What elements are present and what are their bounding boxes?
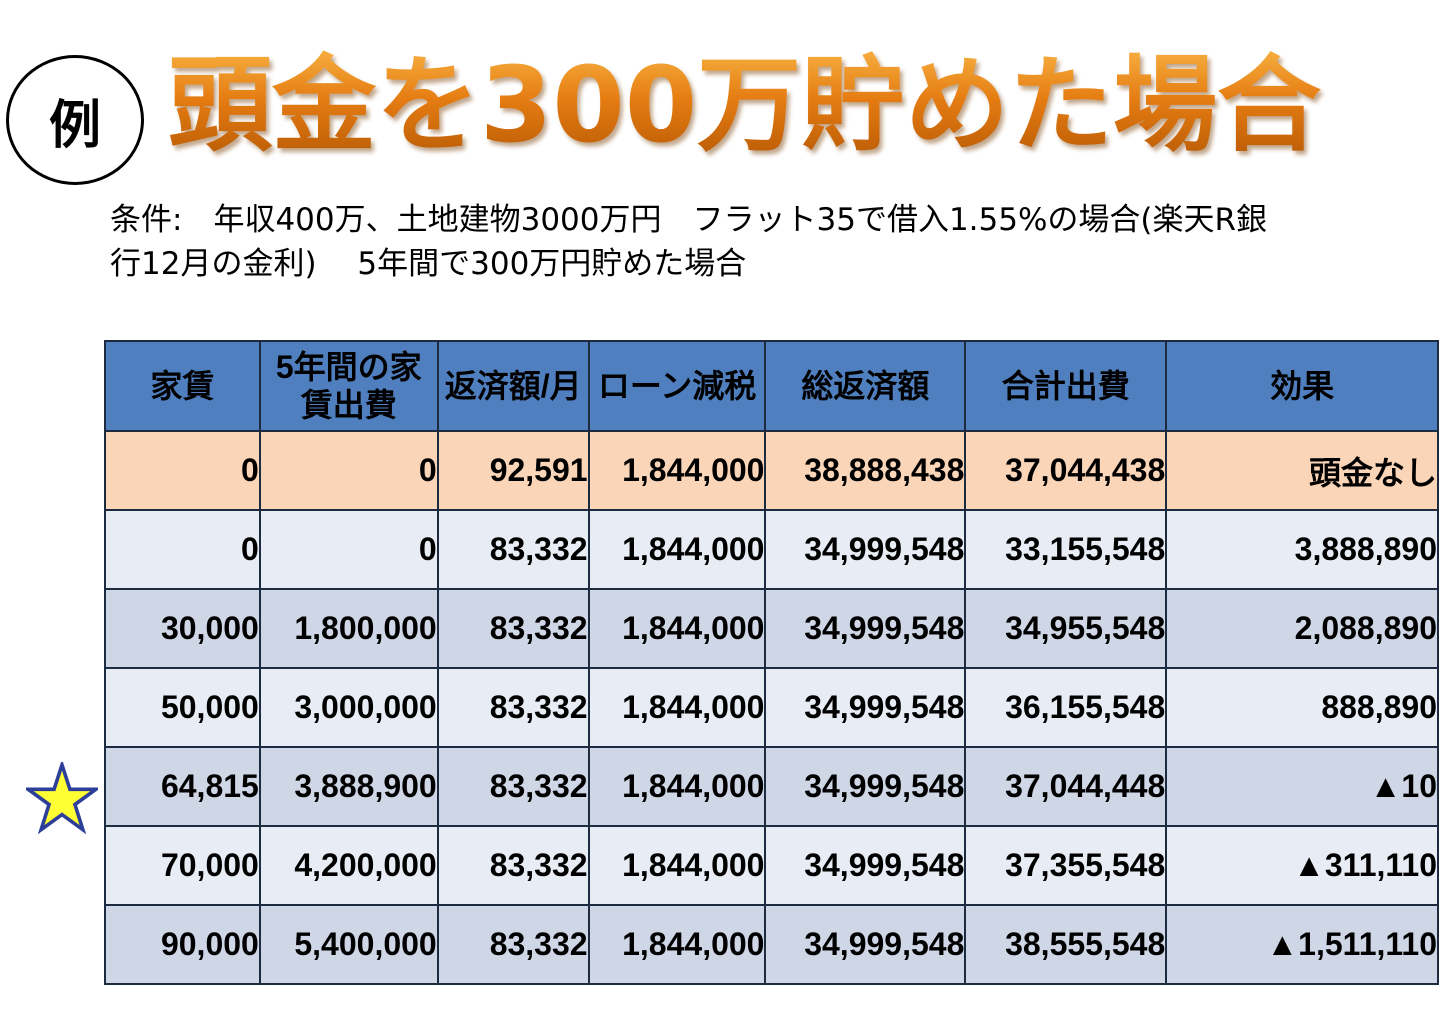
comparison-table: 家賃 5年間の家賃出費 返済額/月 ローン減税 総返済額 合計出費 効果 0 0… [104, 340, 1439, 985]
cell-total-expense: 37,044,448 [964, 746, 1168, 827]
cell-five-year-rent: 0 [258, 509, 439, 590]
cell-five-year-rent: 1,800,000 [258, 588, 439, 669]
cell-loan-tax-reduction: 1,844,000 [587, 509, 767, 590]
star-icon [26, 762, 98, 834]
cell-five-year-rent: 3,000,000 [258, 667, 439, 748]
conditions-line-1: 条件: 年収400万、土地建物3000万円 フラット35で借入1.55%の場合(… [110, 202, 1268, 238]
cell-rent: 90,000 [104, 904, 261, 985]
cell-loan-tax-reduction: 1,844,000 [587, 588, 767, 669]
conditions-text: 条件: 年収400万、土地建物3000万円 フラット35で借入1.55%の場合(… [110, 198, 1410, 286]
cell-effect: 888,890 [1165, 667, 1439, 748]
cell-monthly-payment: 83,332 [436, 667, 590, 748]
cell-effect: ▲1,511,110 [1165, 904, 1439, 985]
cell-five-year-rent: 0 [258, 430, 439, 511]
header-monthly-payment: 返済額/月 [436, 340, 590, 432]
cell-total-expense: 34,955,548 [964, 588, 1168, 669]
cell-total-expense: 36,155,548 [964, 667, 1168, 748]
cell-total-expense: 38,555,548 [964, 904, 1168, 985]
cell-total-expense: 37,355,548 [964, 825, 1168, 906]
cell-monthly-payment: 83,332 [436, 904, 590, 985]
table-header-row: 家賃 5年間の家賃出費 返済額/月 ローン減税 総返済額 合計出費 効果 [104, 340, 1439, 432]
cell-loan-tax-reduction: 1,844,000 [587, 825, 767, 906]
page-title: 頭金を300万貯めた場合 [168, 44, 1322, 166]
table-row: 90,000 5,400,000 83,332 1,844,000 34,999… [104, 904, 1439, 985]
cell-monthly-payment: 83,332 [436, 509, 590, 590]
table-row: 0 0 83,332 1,844,000 34,999,548 33,155,5… [104, 509, 1439, 590]
cell-monthly-payment: 83,332 [436, 825, 590, 906]
cell-rent: 50,000 [104, 667, 261, 748]
cell-total-repayment: 34,999,548 [764, 667, 967, 748]
cell-monthly-payment: 83,332 [436, 746, 590, 827]
cell-five-year-rent: 4,200,000 [258, 825, 439, 906]
table-row: 64,815 3,888,900 83,332 1,844,000 34,999… [104, 746, 1439, 827]
header-five-year-rent: 5年間の家賃出費 [258, 340, 439, 432]
cell-total-repayment: 34,999,548 [764, 746, 967, 827]
cell-monthly-payment: 83,332 [436, 588, 590, 669]
header-total-expense: 合計出費 [964, 340, 1168, 432]
cell-total-repayment: 34,999,548 [764, 825, 967, 906]
cell-five-year-rent: 5,400,000 [258, 904, 439, 985]
cell-loan-tax-reduction: 1,844,000 [587, 430, 767, 511]
cell-total-repayment: 34,999,548 [764, 509, 967, 590]
example-badge: 例 [6, 55, 144, 185]
cell-loan-tax-reduction: 1,844,000 [587, 746, 767, 827]
example-badge-label: 例 [48, 95, 101, 156]
cell-monthly-payment: 92,591 [436, 430, 590, 511]
cell-rent: 70,000 [104, 825, 261, 906]
cell-total-expense: 37,044,438 [964, 430, 1168, 511]
table-row: 50,000 3,000,000 83,332 1,844,000 34,999… [104, 667, 1439, 748]
header-total-repayment: 総返済額 [764, 340, 967, 432]
cell-total-expense: 33,155,548 [964, 509, 1168, 590]
table-row: 30,000 1,800,000 83,332 1,844,000 34,999… [104, 588, 1439, 669]
cell-rent: 30,000 [104, 588, 261, 669]
header-loan-tax-reduction: ローン減税 [587, 340, 767, 432]
cell-loan-tax-reduction: 1,844,000 [587, 904, 767, 985]
cell-total-repayment: 38,888,438 [764, 430, 967, 511]
cell-loan-tax-reduction: 1,844,000 [587, 667, 767, 748]
cell-effect: ▲10 [1165, 746, 1439, 827]
cell-effect: 頭金なし [1165, 430, 1439, 511]
cell-effect: ▲311,110 [1165, 825, 1439, 906]
table-row: 70,000 4,200,000 83,332 1,844,000 34,999… [104, 825, 1439, 906]
cell-effect: 2,088,890 [1165, 588, 1439, 669]
cell-rent: 0 [104, 430, 261, 511]
cell-rent: 64,815 [104, 746, 261, 827]
cell-total-repayment: 34,999,548 [764, 588, 967, 669]
cell-rent: 0 [104, 509, 261, 590]
cell-total-repayment: 34,999,548 [764, 904, 967, 985]
cell-five-year-rent: 3,888,900 [258, 746, 439, 827]
conditions-line-2: 行12月の金利) 5年間で300万円貯めた場合 [110, 246, 747, 282]
table-row: 0 0 92,591 1,844,000 38,888,438 37,044,4… [104, 430, 1439, 511]
header-rent: 家賃 [104, 340, 261, 432]
cell-effect: 3,888,890 [1165, 509, 1439, 590]
header-effect: 効果 [1165, 340, 1439, 432]
